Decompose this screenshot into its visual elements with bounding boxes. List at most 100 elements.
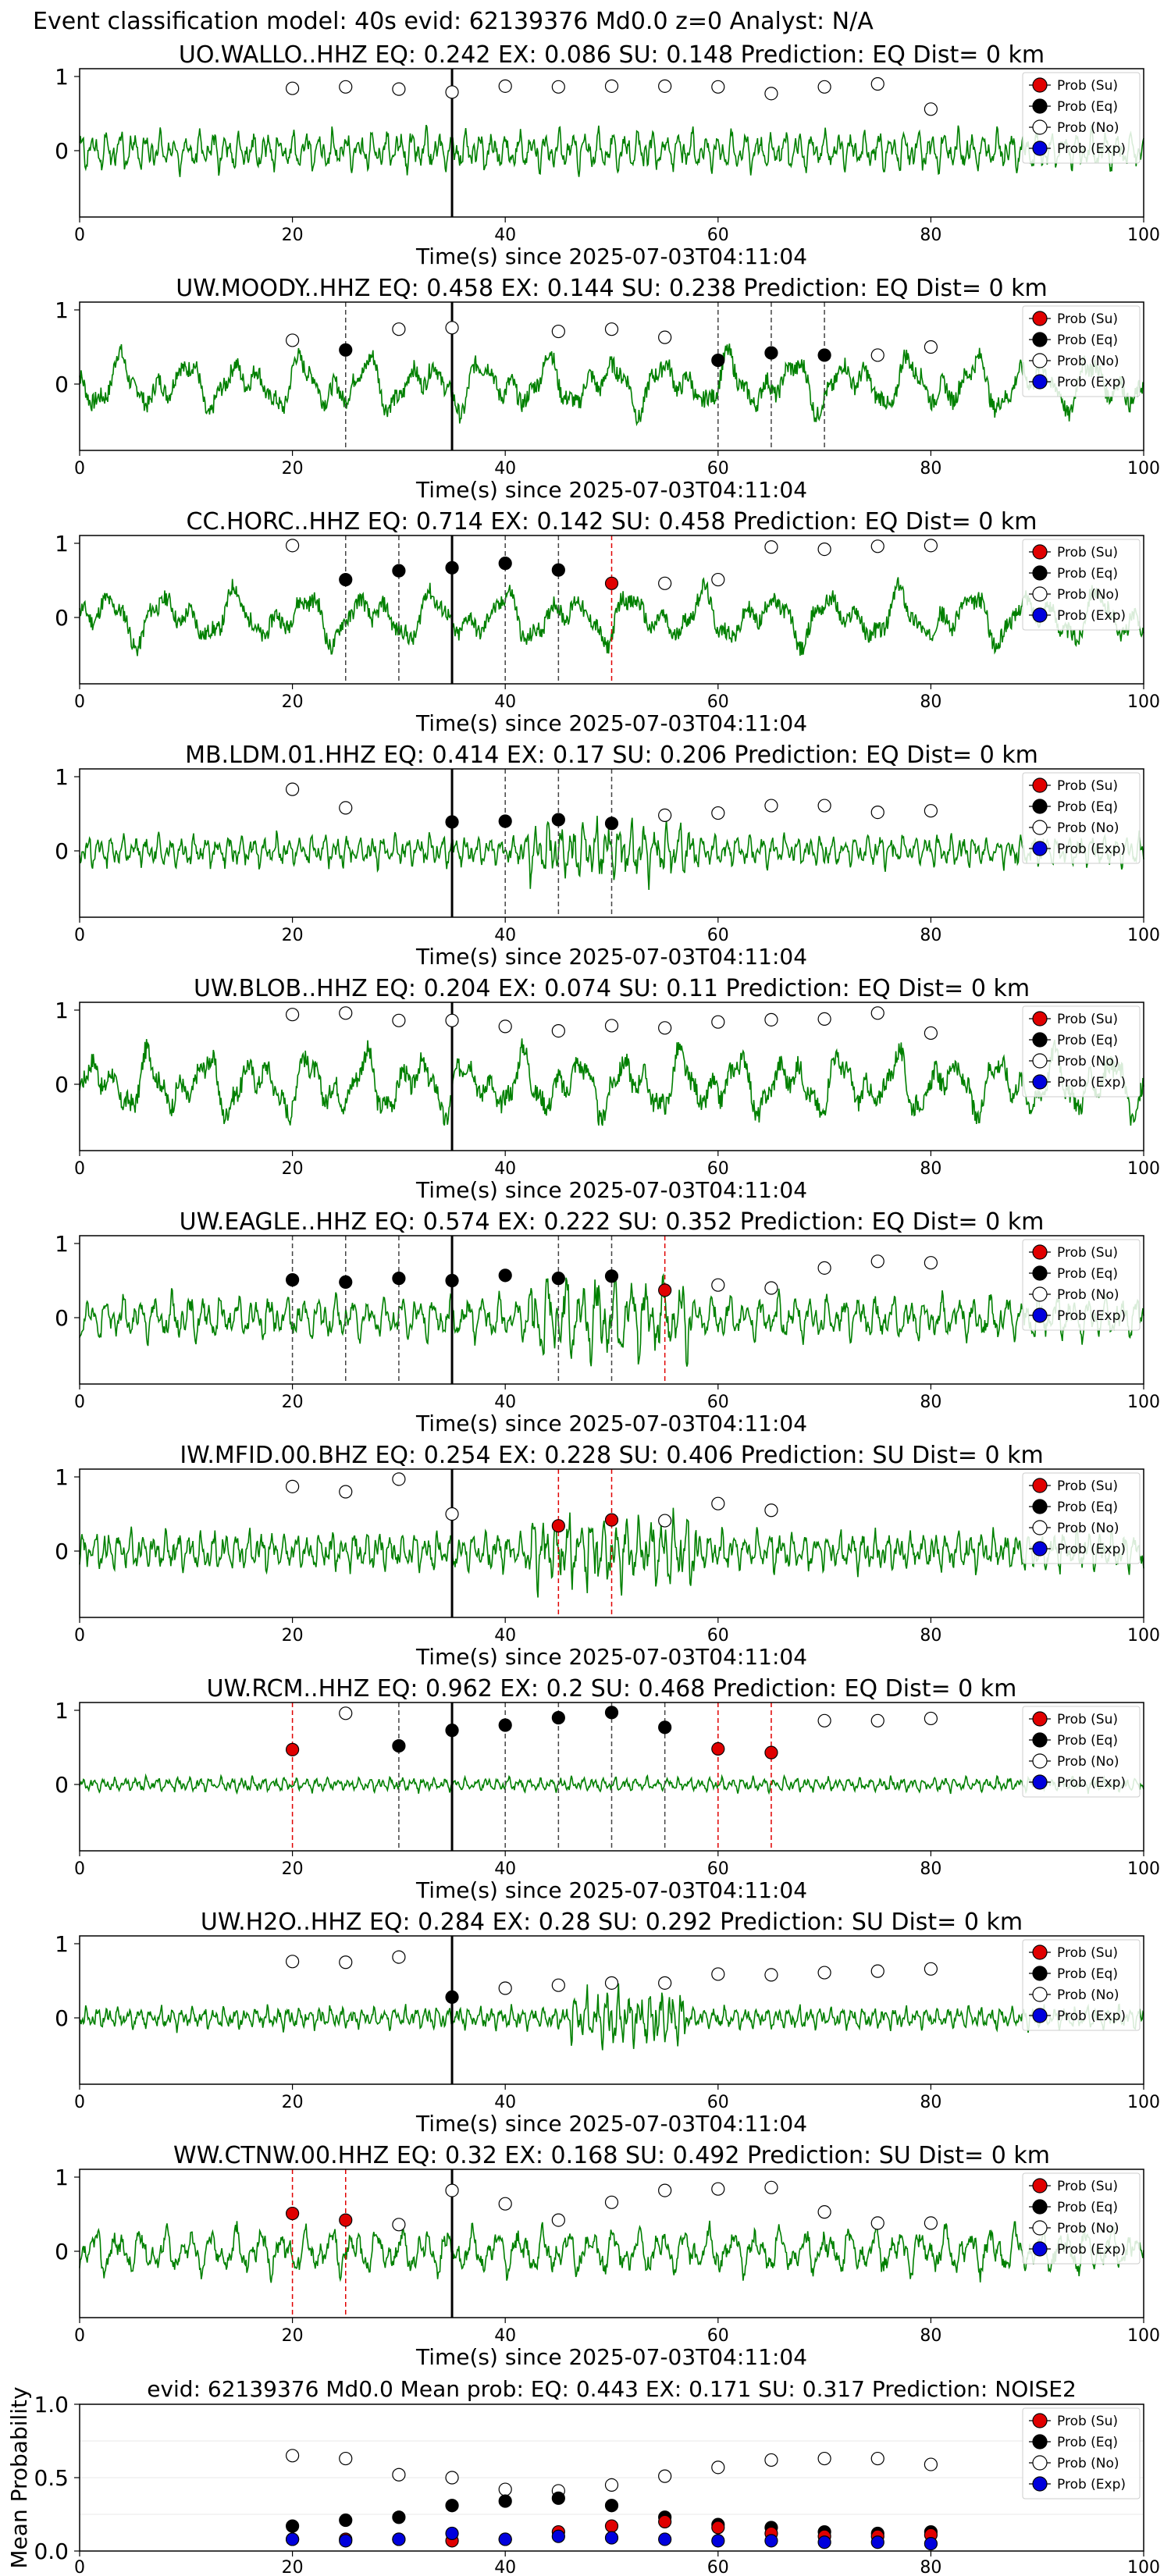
prob-eq-point — [445, 1990, 459, 2004]
mean-exp-point — [286, 2532, 300, 2546]
prob-eq-point — [551, 1710, 565, 1725]
chart-title: IW.MFID.00.BHZ EQ: 0.254 EX: 0.228 SU: 0… — [180, 1442, 1043, 1469]
mean-exp-point — [392, 2532, 406, 2546]
prob-su-point — [339, 2213, 353, 2227]
legend-label: Prob (Exp) — [1057, 608, 1126, 624]
x-tick-label: 20 — [282, 459, 304, 479]
y-tick-label: 1 — [55, 1931, 69, 1957]
prob-no-point — [339, 80, 353, 94]
x-tick-label: 0 — [74, 226, 85, 245]
prob-su-point — [551, 1519, 565, 1533]
legend-label: Prob (Eq) — [1057, 566, 1118, 582]
x-tick-label: 60 — [707, 2326, 729, 2346]
legend-label: Prob (Eq) — [1057, 1266, 1118, 1282]
x-tick-label: 80 — [920, 1159, 941, 1179]
legend-swatch-marker — [1032, 2455, 1048, 2471]
mean-no-point — [286, 2449, 300, 2463]
x-tick-label: 80 — [920, 1393, 941, 1412]
prob-no-point — [870, 1964, 884, 1978]
legend-label: Prob (No) — [1057, 587, 1119, 603]
prob-eq-point — [445, 815, 459, 829]
prob-no-point — [551, 324, 565, 339]
legend-swatch-marker — [1032, 1074, 1048, 1090]
x-tick-label: 0 — [74, 1159, 85, 1179]
prob-no-point — [870, 805, 884, 820]
prob-eq-point — [551, 563, 565, 577]
prob-no-point — [817, 1012, 831, 1026]
y-tick-label: 0 — [55, 138, 69, 164]
legend-swatch-marker — [1032, 1732, 1048, 1748]
chart-panel: MB.LDM.01.HHZ EQ: 0.414 EX: 0.17 SU: 0.2… — [55, 742, 1160, 970]
legend-box — [1022, 1472, 1141, 1564]
legend-swatch-marker — [1032, 1011, 1048, 1026]
mean-eq-point — [551, 2491, 565, 2505]
prob-no-point — [604, 1019, 619, 1033]
x-axis-label: Time(s) since 2025-07-03T04:11:04 — [415, 1877, 807, 1903]
chart-panel: CC.HORC..HHZ EQ: 0.714 EX: 0.142 SU: 0.4… — [55, 508, 1160, 736]
prob-no-point — [764, 2180, 778, 2194]
prob-eq-point — [498, 557, 512, 571]
y-tick-label: 1 — [55, 1698, 69, 1724]
prob-no-point — [604, 2195, 619, 2209]
x-axis-label: Time(s) since 2025-07-03T04:11:04 — [415, 1411, 807, 1436]
legend-swatch-marker — [1032, 2434, 1048, 2450]
prob-no-point — [924, 804, 938, 818]
mean-eq-point — [498, 2494, 512, 2508]
y-tick-label: 0 — [55, 1539, 69, 1564]
prob-no-point — [445, 1013, 459, 1027]
x-tick-label: 20 — [282, 226, 304, 245]
mean-exp-point — [711, 2534, 725, 2548]
x-tick-label: 80 — [920, 2093, 941, 2112]
y-tick-label: 0.5 — [34, 2465, 69, 2491]
legend-swatch-marker — [1032, 1478, 1048, 1493]
prob-no-point — [658, 808, 672, 823]
prob-eq-point — [339, 343, 353, 357]
prob-no-point — [392, 1013, 406, 1027]
mean-no-point — [870, 2451, 884, 2466]
legend-swatch-marker — [1032, 544, 1048, 560]
legend-label: Prob (Exp) — [1057, 375, 1126, 390]
waveform-series — [79, 124, 1144, 177]
chart-panel: UW.BLOB..HHZ EQ: 0.204 EX: 0.074 SU: 0.1… — [55, 975, 1160, 1203]
y-tick-label: 0 — [55, 1772, 69, 1798]
legend-label: Prob (Exp) — [1057, 2477, 1126, 2492]
mean-exp-point — [604, 2531, 619, 2545]
mean-eq-point — [339, 2513, 353, 2528]
prob-no-point — [711, 1278, 725, 1292]
axes-frame — [79, 1935, 1144, 2085]
legend-box — [1022, 539, 1141, 631]
prob-no-point — [286, 1008, 300, 1022]
legend-swatch-marker — [1032, 311, 1048, 326]
mean-exp-point — [339, 2534, 353, 2548]
prob-no-point — [658, 330, 672, 344]
x-axis-label: Time(s) since 2025-07-03T04:11:04 — [415, 477, 807, 503]
legend-box — [1022, 772, 1141, 864]
waveform-series — [79, 1773, 1144, 1795]
y-tick-label: 1 — [55, 64, 69, 90]
prob-eq-point — [392, 1739, 406, 1753]
x-tick-label: 80 — [920, 459, 941, 479]
mean-no-point — [339, 2451, 353, 2466]
x-tick-label: 20 — [282, 2558, 304, 2576]
legend-label: Prob (No) — [1057, 1754, 1119, 1770]
prob-no-point — [445, 2183, 459, 2197]
legend-box — [1022, 1005, 1141, 1098]
legend-label: Prob (Eq) — [1057, 1966, 1118, 1982]
legend-box — [1022, 2407, 1141, 2500]
y-tick-label: 1 — [55, 531, 69, 557]
legend-label: Prob (Su) — [1057, 1478, 1118, 1494]
chart-title: UO.WALLO..HHZ EQ: 0.242 EX: 0.086 SU: 0.… — [179, 41, 1045, 69]
x-axis-label: Time(s) since 2025-07-03T04:11:04 — [415, 2111, 807, 2137]
legend-box — [1022, 1239, 1141, 1331]
y-tick-label: 0 — [55, 2239, 69, 2265]
x-tick-label: 80 — [920, 926, 941, 945]
x-tick-label: 40 — [494, 1393, 516, 1412]
legend-swatch-marker — [1032, 2220, 1048, 2236]
legend-swatch-marker — [1032, 820, 1048, 835]
chart-title: UW.BLOB..HHZ EQ: 0.204 EX: 0.074 SU: 0.1… — [194, 975, 1030, 1002]
waveform-series — [79, 343, 1144, 427]
mean-su-point — [711, 2521, 725, 2535]
x-tick-label: 80 — [920, 226, 941, 245]
legend-swatch-marker — [1032, 77, 1048, 93]
